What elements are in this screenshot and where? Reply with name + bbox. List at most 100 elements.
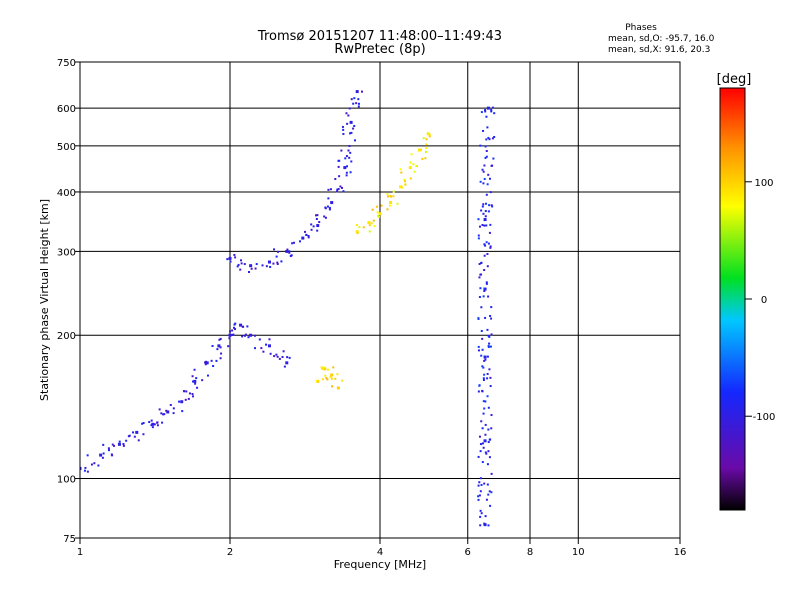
y-tick-label: 75 <box>63 534 76 545</box>
echo-dot <box>90 463 93 466</box>
echo-dot <box>484 202 487 205</box>
echo-dot <box>355 223 358 226</box>
echo-dot <box>288 250 291 253</box>
data-point <box>483 218 487 222</box>
echo-dot <box>484 400 487 403</box>
echo-dot <box>111 443 114 446</box>
echo-dot <box>486 377 489 380</box>
echo-dot <box>321 378 324 381</box>
data-point <box>249 264 253 268</box>
echo-dot <box>348 144 351 147</box>
echo-dot <box>327 188 330 191</box>
echo-dot <box>232 326 235 329</box>
echo-dot <box>332 366 335 369</box>
echo-dot <box>220 352 223 355</box>
echo-dot <box>272 262 275 265</box>
echo-dot <box>485 498 488 501</box>
echo-dot <box>482 182 485 185</box>
x-tick-label: 4 <box>377 547 383 558</box>
echo-dot <box>492 157 495 160</box>
echo-dot <box>489 245 492 248</box>
echo-dot <box>428 135 431 138</box>
echo-dot <box>410 153 413 156</box>
chart-title: Tromsø 20151207 11:48:00–11:49:43 <box>257 29 502 44</box>
echo-dot <box>491 205 494 208</box>
echo-dot <box>478 384 481 387</box>
echo-dot <box>158 408 161 411</box>
echo-dot <box>479 515 482 518</box>
echo-dot <box>342 190 345 193</box>
echo-dot <box>355 102 358 105</box>
echo-dot <box>478 295 481 298</box>
echo-dot <box>478 225 481 228</box>
echo-dot <box>488 138 491 141</box>
echo-dot <box>488 456 491 459</box>
y-tick-label: 300 <box>57 247 76 258</box>
echo-dot <box>422 137 425 140</box>
echo-dot <box>362 226 365 229</box>
echo-dot <box>110 453 113 456</box>
echo-dot <box>490 491 493 494</box>
echo-dot <box>240 259 243 262</box>
echo-dot <box>312 225 315 228</box>
echo-dot <box>485 155 488 158</box>
echo-dot <box>132 431 135 434</box>
echo-points <box>80 90 496 527</box>
echo-dot <box>151 426 154 429</box>
echo-dot <box>380 204 383 207</box>
echo-dot <box>378 215 381 218</box>
data-point <box>135 430 139 434</box>
echo-dot <box>265 265 268 268</box>
echo-dot <box>409 177 412 180</box>
echo-dot <box>480 483 483 486</box>
data-point <box>336 386 340 390</box>
echo-dot <box>247 336 250 339</box>
echo-dot <box>329 188 332 191</box>
data-point <box>228 256 232 260</box>
echo-dot <box>403 178 406 181</box>
echo-dot <box>478 435 481 438</box>
echo-dot <box>307 236 310 239</box>
echo-dot <box>250 267 253 270</box>
echo-dot <box>490 110 493 113</box>
y-tick-label: 500 <box>57 142 76 153</box>
echo-dot <box>165 409 168 412</box>
series-group <box>226 90 364 273</box>
echo-dot <box>283 365 286 368</box>
echo-dot <box>345 174 348 177</box>
echo-dot <box>490 317 493 320</box>
echo-dot <box>323 215 326 218</box>
echo-dot <box>345 171 348 174</box>
axis-ticks: 1 2 4 6 8 10 16 75 100 200 300 400 500 600 750 <box>57 58 686 558</box>
data-point <box>343 166 347 170</box>
echo-dot <box>490 164 493 167</box>
echo-dot <box>483 373 486 376</box>
y-tick-label: 400 <box>57 188 76 199</box>
data-point <box>285 249 289 253</box>
echo-dot <box>346 122 349 125</box>
echo-dot <box>262 350 265 353</box>
echo-dot <box>191 375 194 378</box>
echo-dot <box>353 124 356 127</box>
echo-dot <box>233 253 236 256</box>
echo-dot <box>288 356 291 359</box>
data-point <box>267 344 271 348</box>
echo-dot <box>484 110 487 113</box>
echo-dot <box>326 205 329 208</box>
echo-dot <box>490 306 493 309</box>
echo-dot <box>243 263 246 266</box>
echo-dot <box>352 127 355 130</box>
echo-dot <box>196 386 199 389</box>
echo-dot <box>342 132 345 135</box>
echo-dot <box>102 452 105 455</box>
echo-dot <box>485 150 488 153</box>
echo-dot <box>345 112 348 115</box>
phase-stats-x: mean, sd,X: 91.6, 20.3 <box>608 45 710 55</box>
echo-dot <box>288 251 291 254</box>
echo-dot <box>487 344 490 347</box>
echo-dot <box>255 263 258 266</box>
echo-dot <box>162 413 165 416</box>
echo-dot <box>490 414 493 417</box>
echo-dot <box>482 170 485 173</box>
echo-dot <box>334 377 337 380</box>
